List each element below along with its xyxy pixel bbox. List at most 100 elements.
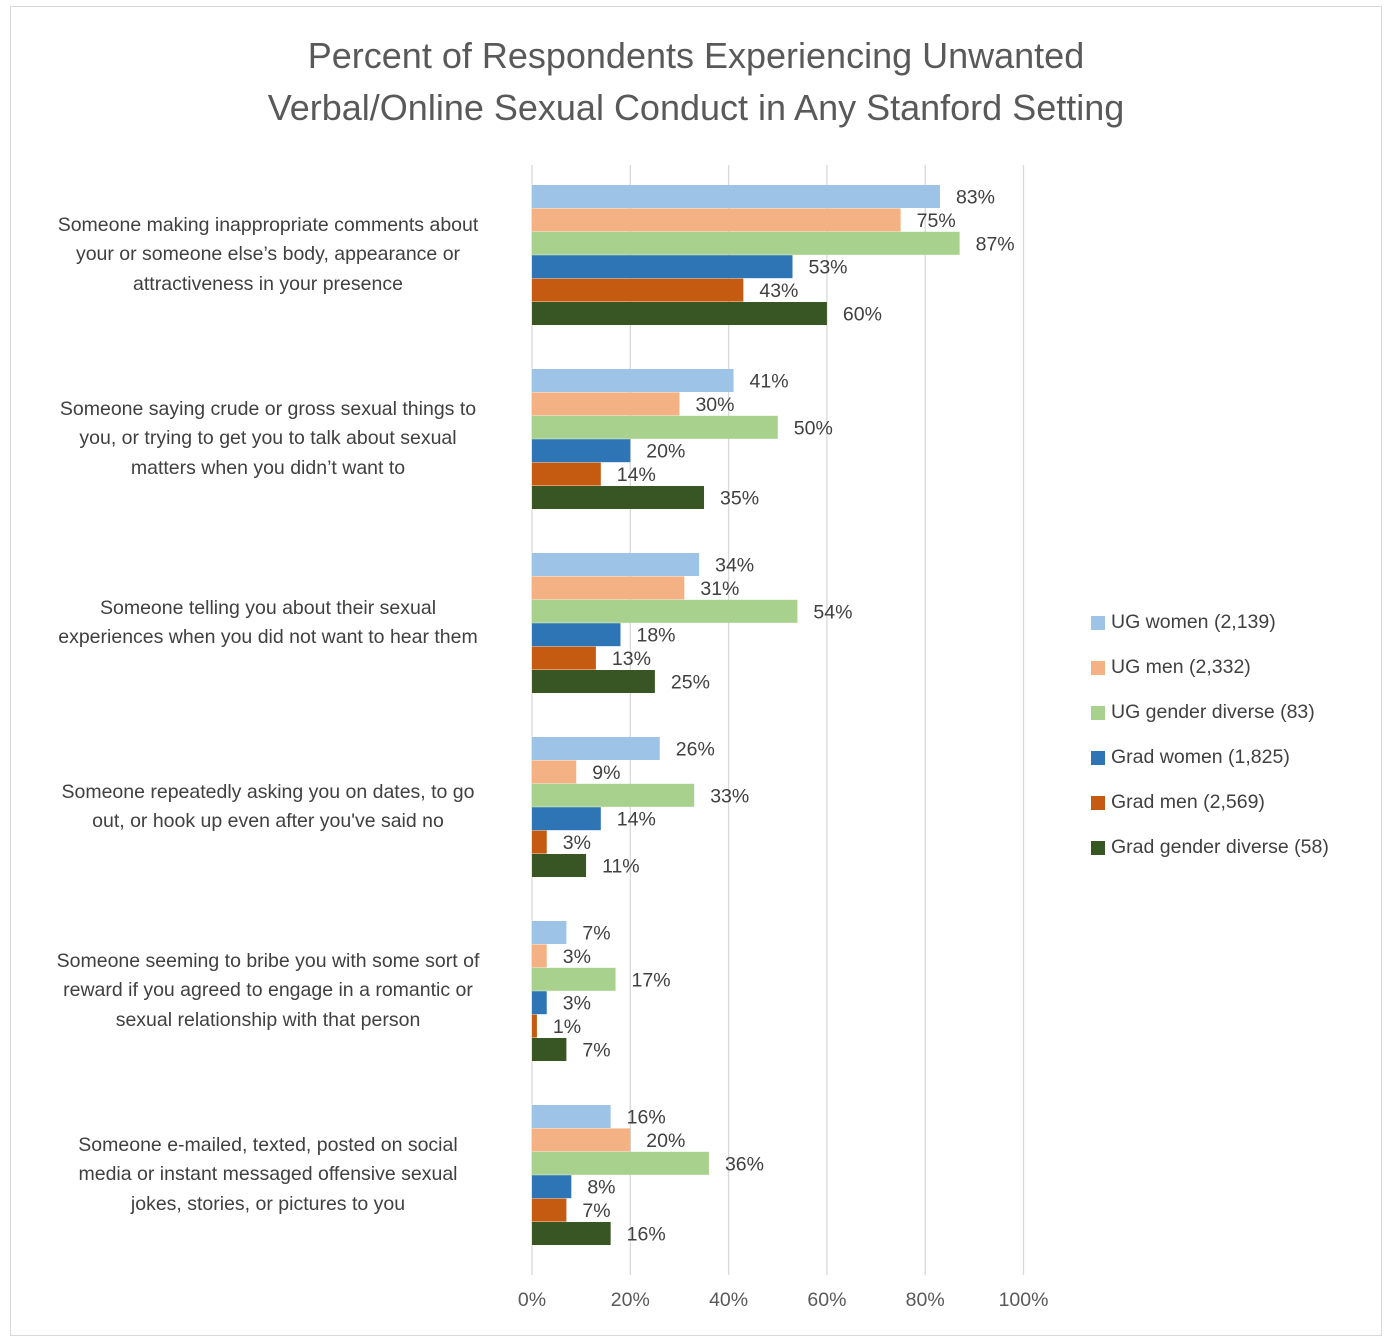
data-label-cat2-series3: 18% (636, 625, 675, 647)
bar-cat4-series4 (532, 1014, 537, 1038)
category-label-1-line-2: matters when you didn’t want to (130, 456, 406, 479)
bar-cat5-series1 (532, 1128, 631, 1152)
legend: UG women (2,139) UG men (2,332) UG gender … (1091, 600, 1329, 870)
bar-cat2-series1 (532, 576, 685, 600)
bar-cat4-series1 (532, 944, 547, 968)
data-label-cat1-series0: 41% (750, 371, 789, 393)
bar-cat1-series1 (532, 392, 680, 416)
data-label-cat5-series0: 16% (627, 1107, 666, 1129)
bar-cat3-series4 (532, 830, 547, 854)
data-label-cat2-series1: 31% (700, 578, 739, 600)
data-label-cat2-series4: 13% (612, 648, 651, 670)
data-label-cat1-series5: 35% (720, 488, 759, 510)
bar-cat3-series3 (532, 807, 601, 831)
legend-label-4: Grad men (2,569) (1111, 791, 1265, 813)
data-label-cat1-series3: 20% (646, 441, 685, 463)
legend-swatch-0 (1091, 615, 1105, 630)
legend-item-1: UG men (2,332) (1091, 645, 1329, 690)
category-label-3-line-1: out, or hook up even after you've said n… (92, 810, 444, 833)
category-label-0-line-2: attractiveness in your presence (133, 272, 403, 295)
data-label-cat0-series2: 87% (976, 233, 1015, 255)
x-tick-label-20: 20% (611, 1289, 650, 1311)
bar-cat4-series0 (532, 921, 567, 944)
category-label-4-line-2: sexual relationship with that person (115, 1008, 421, 1031)
data-label-cat5-series1: 20% (646, 1130, 685, 1152)
x-tick-label-40: 40% (709, 1289, 748, 1311)
legend-label-0: UG women (2,139) (1111, 611, 1276, 633)
legend-label-3: Grad women (1,825) (1111, 746, 1290, 768)
legend-swatch-5 (1091, 840, 1105, 855)
data-label-cat3-series3: 14% (617, 809, 656, 831)
data-label-cat0-series5: 60% (843, 304, 882, 326)
category-label-1: Someone saying crude or gross sexual thi… (18, 395, 518, 484)
x-tick-label-80: 80% (906, 1289, 945, 1311)
bar-cat5-series5 (532, 1222, 611, 1245)
category-label-2-line-1: experiences when you did not want to hea… (58, 626, 478, 649)
category-label-4: Someone seeming to bribe you with some s… (18, 947, 518, 1036)
data-label-cat5-series4: 7% (582, 1200, 610, 1222)
data-label-cat1-series1: 30% (695, 394, 734, 416)
category-label-2-line-0: Someone telling you about their sexual (99, 596, 437, 619)
category-label-0: Someone making inappropriate comments ab… (18, 211, 518, 300)
bar-cat1-series3 (532, 439, 631, 463)
bar-cat2-series4 (532, 646, 596, 670)
data-label-cat3-series0: 26% (676, 739, 715, 761)
data-label-cat3-series4: 3% (563, 832, 591, 854)
bar-cat1-series4 (532, 462, 601, 486)
data-label-cat5-series3: 8% (587, 1177, 615, 1199)
bar-cat2-series2 (532, 599, 798, 623)
legend-swatch-1 (1091, 660, 1105, 675)
data-label-cat3-series2: 33% (710, 785, 749, 807)
legend-item-3: Grad women (1,825) (1091, 735, 1329, 780)
legend-label-1: UG men (2,332) (1111, 656, 1251, 678)
bar-cat4-series2 (532, 967, 616, 991)
bar-cat3-series2 (532, 783, 695, 807)
bar-cat1-series0 (532, 369, 734, 392)
data-label-cat1-series4: 14% (617, 464, 656, 486)
bar-cat3-series0 (532, 737, 660, 760)
data-label-cat0-series0: 83% (956, 187, 995, 209)
category-label-3: Someone repeatedly asking you on dates, … (18, 778, 518, 837)
data-label-cat1-series2: 50% (794, 417, 833, 439)
legend-swatch-2 (1091, 705, 1105, 720)
bar-cat1-series2 (532, 415, 778, 439)
data-label-cat0-series4: 43% (759, 280, 798, 302)
legend-item-5: Grad gender diverse (58) (1091, 825, 1329, 870)
data-label-cat5-series5: 16% (627, 1224, 666, 1246)
chart-title: Percent of Respondents Experiencing Unwa… (0, 30, 1386, 134)
category-label-3-line-0: Someone repeatedly asking you on dates, … (61, 780, 475, 803)
bar-cat0-series0 (532, 185, 940, 208)
data-label-cat4-series0: 7% (582, 923, 610, 945)
legend-swatch-4 (1091, 795, 1105, 810)
bar-cat5-series2 (532, 1151, 709, 1175)
data-label-cat4-series4: 1% (553, 1016, 581, 1038)
data-label-cat4-series1: 3% (563, 946, 591, 968)
chart-title-line-2: Verbal/Online Sexual Conduct in Any Stan… (267, 87, 1125, 128)
category-label-1-line-1: you, or trying to get you to talk about … (79, 427, 457, 450)
category-label-5-line-1: media or instant messaged offensive sexu… (78, 1163, 458, 1186)
x-tick-label-60: 60% (807, 1289, 846, 1311)
data-label-cat0-series3: 53% (808, 257, 847, 279)
data-label-cat5-series2: 36% (725, 1153, 764, 1175)
bar-cat3-series5 (532, 854, 587, 877)
data-label-cat3-series5: 11% (602, 856, 640, 878)
bar-cat2-series5 (532, 670, 655, 693)
bar-cat5-series3 (532, 1175, 572, 1199)
bar-cat0-series1 (532, 208, 901, 232)
data-label-cat4-series5: 7% (582, 1040, 610, 1062)
x-tick-label-100: 100% (999, 1289, 1049, 1311)
chart-title-line-1: Percent of Respondents Experiencing Unwa… (307, 35, 1085, 76)
category-label-2: Someone telling you about their sexual ex… (18, 594, 518, 653)
category-label-4-line-0: Someone seeming to bribe you with some s… (56, 949, 480, 972)
bar-cat0-series5 (532, 302, 827, 325)
category-label-1-line-0: Someone saying crude or gross sexual thi… (59, 397, 477, 420)
bar-cat4-series3 (532, 991, 547, 1015)
x-tick-label-0: 0% (518, 1289, 546, 1311)
legend-item-0: UG women (2,139) (1091, 600, 1329, 645)
data-label-cat3-series1: 9% (592, 762, 620, 784)
bar-cat2-series0 (532, 553, 700, 576)
category-label-5-line-2: jokes, stories, or pictures to you (130, 1192, 406, 1215)
bar-cat0-series2 (532, 231, 960, 255)
legend-item-4: Grad men (2,569) (1091, 780, 1329, 825)
